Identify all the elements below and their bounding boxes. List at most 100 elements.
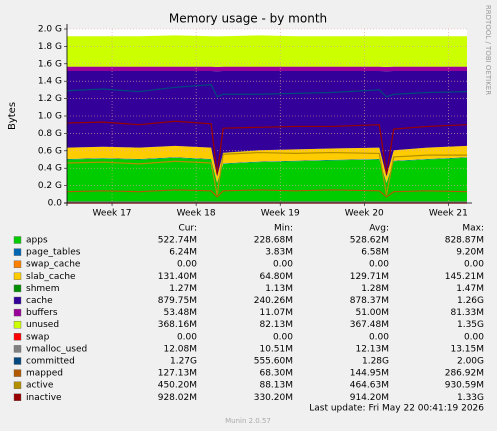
legend-label: vmalloc_used (26, 344, 87, 354)
column-header: Min: (274, 224, 293, 234)
legend-cur: 1.27M (169, 284, 197, 294)
legend-label: swap (26, 332, 50, 342)
y-tick-label: 2.0 G (38, 25, 62, 35)
line (66, 189, 468, 198)
legend-swatch (13, 236, 22, 244)
legend-swatch (13, 393, 22, 401)
legend-swatch (13, 284, 22, 293)
legend-avg: 0.00 (369, 260, 389, 270)
legend-cur: 522.74M (158, 236, 197, 246)
legend-avg: 129.71M (350, 272, 389, 282)
legend-min: 1.13M (265, 284, 293, 294)
legend-cur: 879.75M (158, 296, 197, 306)
y-tick-label: 1.8 G (38, 42, 62, 52)
legend-swatch (13, 321, 22, 329)
legend-label: committed (26, 357, 75, 367)
legend-avg: 1.28M (361, 284, 389, 294)
chart-title: Memory usage - by month (169, 12, 327, 26)
legend-label: mapped (26, 369, 63, 379)
legend-avg: 0.00 (369, 332, 389, 342)
legend-max: 9.20M (456, 248, 484, 258)
legend-swatch (13, 296, 22, 305)
legend-swatch (13, 333, 22, 341)
legend-avg: 528.62M (350, 236, 389, 246)
legend-avg: 6.58M (361, 248, 389, 258)
legend-swatch (13, 357, 22, 365)
legend-label: slab_cache (26, 272, 76, 282)
legend-cur: 127.13M (158, 369, 197, 379)
line (66, 120, 468, 175)
legend-max: 145.21M (445, 272, 484, 282)
legend-cur: 12.08M (163, 344, 197, 354)
legend-min: 11.07M (259, 308, 293, 318)
legend-min: 64.80M (259, 272, 293, 282)
legend-min: 68.30M (259, 369, 293, 379)
legend-avg: 878.37M (350, 296, 389, 306)
legend-max: 1.33G (457, 393, 484, 403)
legend-label: shmem (26, 284, 59, 294)
legend-max: 13.15M (450, 344, 484, 354)
legend-cur: 131.40M (158, 272, 197, 282)
area (67, 71, 467, 177)
legend-max: 286.92M (445, 369, 484, 379)
legend-cur: 0.00 (177, 332, 197, 342)
legend-label: page_tables (26, 248, 81, 258)
legend-label: unused (26, 320, 59, 330)
legend-max: 0.00 (464, 332, 484, 342)
legend-min: 0.00 (273, 332, 293, 342)
legend-label: inactive (26, 393, 62, 403)
legend-max: 1.35G (457, 320, 484, 330)
line (66, 151, 467, 196)
y-tick-label: 0.0 (48, 199, 63, 209)
y-tick-label: 1.4 G (38, 77, 62, 87)
x-tick-label: Week 21 (429, 209, 468, 219)
legend-avg: 464.63M (350, 381, 389, 391)
legend-swatch (13, 369, 22, 377)
column-header: Max: (462, 224, 484, 234)
x-tick-label: Week 19 (261, 209, 300, 219)
y-axis-label: Bytes (7, 102, 18, 130)
legend-avg: 1.28G (362, 357, 389, 367)
legend-min: 88.13M (259, 381, 293, 391)
legend-max: 930.59M (445, 381, 484, 391)
legend-cur: 6.24M (169, 248, 197, 258)
legend-min: 10.51M (259, 344, 293, 354)
y-tick-label: 1.2 G (38, 94, 62, 104)
y-tick-label: 0.2 G (38, 181, 62, 191)
x-tick-label: Week 17 (93, 209, 132, 219)
legend-min: 555.60M (254, 357, 293, 367)
y-tick-label: 0.6 G (38, 146, 62, 156)
legend-min: 330.20M (254, 393, 293, 403)
legend-max: 2.00G (457, 357, 484, 367)
legend-swatch (13, 260, 22, 268)
legend-label: cache (26, 296, 53, 306)
legend-avg: 51.00M (355, 308, 389, 318)
legend-label: active (26, 381, 54, 391)
legend-avg: 144.95M (350, 369, 389, 379)
area (67, 145, 467, 183)
legend-cur: 0.00 (177, 260, 197, 270)
legend-min: 3.83M (265, 248, 293, 258)
legend-cur: 368.16M (158, 320, 197, 330)
legend-max: 81.33M (450, 308, 484, 318)
x-tick-label: Week 20 (345, 209, 384, 219)
legend-max: 0.00 (464, 260, 484, 270)
legend-max: 1.26G (457, 296, 484, 306)
area (67, 66, 467, 72)
legend-swatch (13, 248, 22, 256)
legend-swatch (13, 272, 22, 280)
y-tick-label: 0.8 G (38, 129, 62, 139)
column-header: Avg: (369, 224, 389, 234)
side-text: RRDTOOL / TOBI OETIKER (484, 5, 492, 95)
legend-cur: 1.27G (170, 357, 197, 367)
y-tick-label: 1.6 G (38, 59, 62, 69)
legend-swatch (13, 345, 22, 353)
y-tick-label: 1.0 G (38, 112, 62, 122)
legend-min: 228.68M (254, 236, 293, 246)
legend-avg: 914.20M (350, 393, 389, 403)
legend-cur: 53.48M (163, 308, 197, 318)
area (67, 35, 467, 67)
legend-min: 240.26M (254, 296, 293, 306)
footer: Munin 2.0.57 (225, 417, 271, 425)
